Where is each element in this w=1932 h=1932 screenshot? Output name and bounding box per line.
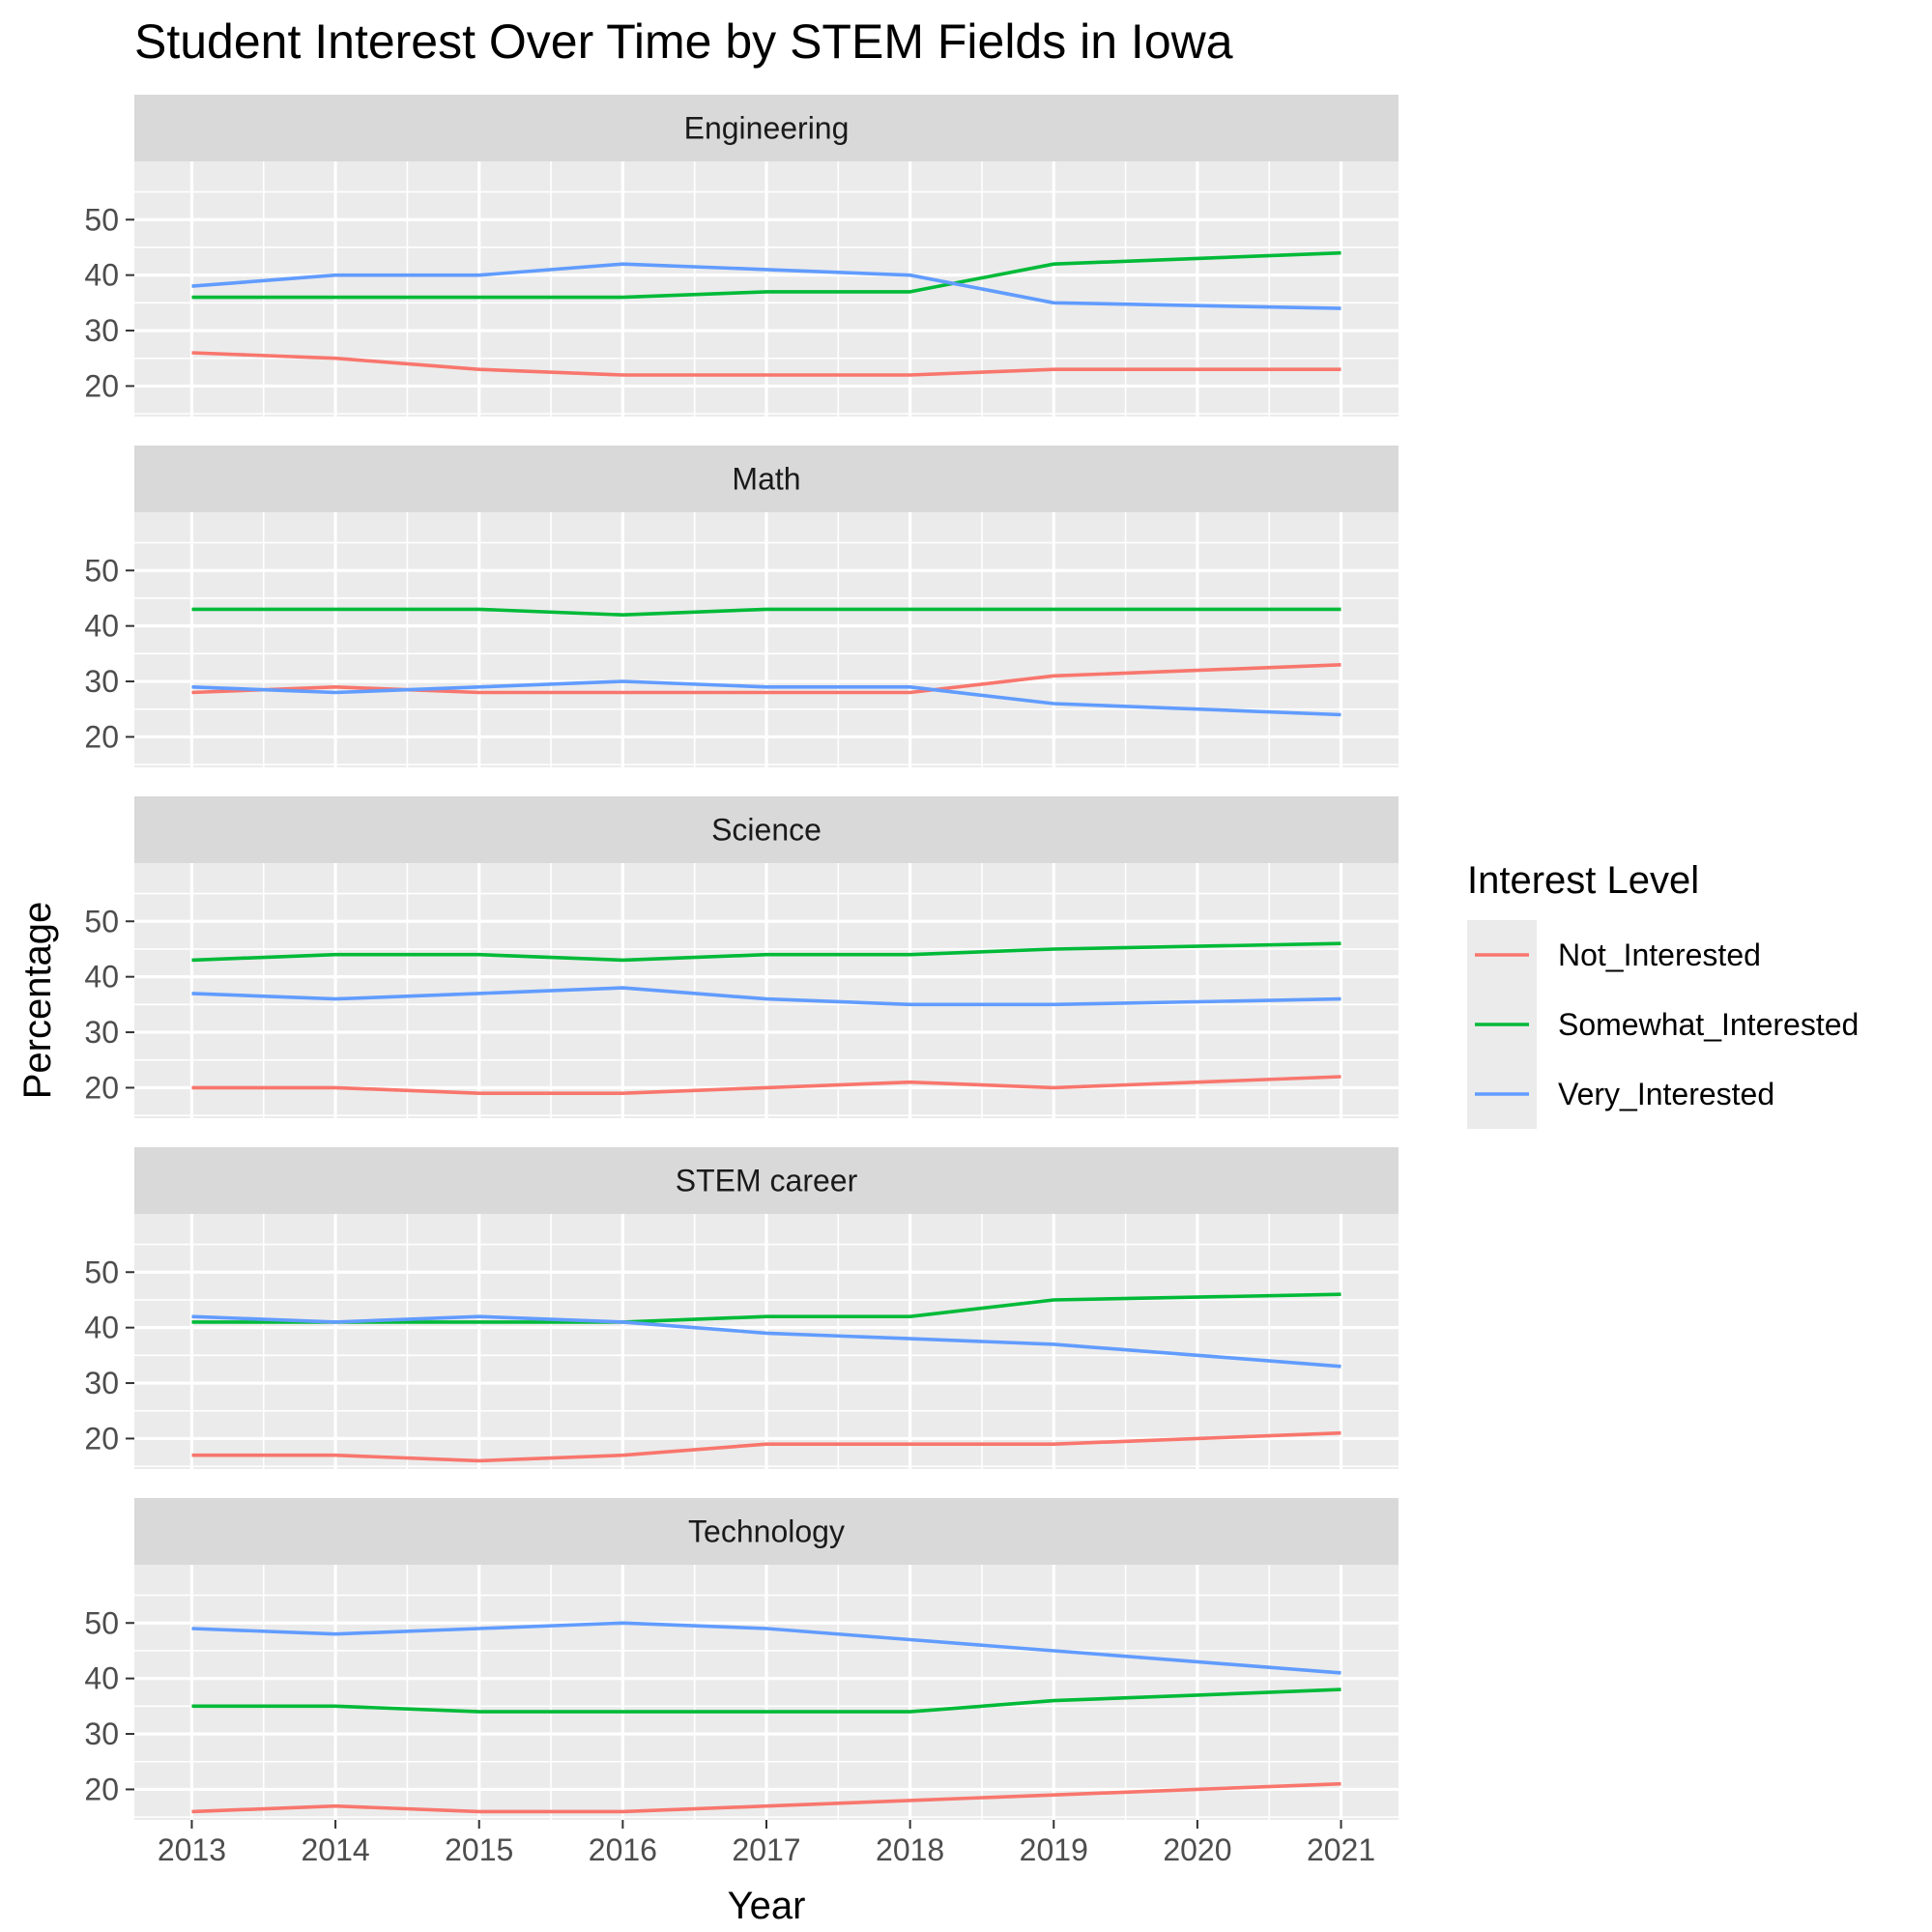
y-tick-label: 50: [84, 553, 119, 588]
y-tick-label: 40: [84, 1661, 119, 1696]
facet-strip-math: [134, 446, 1399, 512]
y-tick-label: 50: [84, 1605, 119, 1640]
y-tick-label: 20: [84, 1772, 119, 1806]
series-line-technology-very-interested: [191, 1621, 1341, 1675]
series-line-science-not-interested: [191, 1075, 1341, 1095]
x-tick-label: 2013: [158, 1832, 226, 1867]
facet-strip-label-engineering: Engineering: [684, 111, 850, 146]
y-tick-label: 50: [84, 202, 119, 237]
chart-title: Student Interest Over Time by STEM Field…: [134, 14, 1233, 69]
legend-title: Interest Level: [1467, 859, 1699, 902]
x-tick-label: 2018: [876, 1832, 944, 1867]
x-tick-label: 2020: [1163, 1832, 1231, 1867]
series-line-stem-career-not-interested: [191, 1430, 1341, 1463]
x-tick-label: 2016: [589, 1832, 657, 1867]
facet-strip-science: [134, 796, 1399, 863]
y-tick-label: 30: [84, 1015, 119, 1050]
y-tick-label: 30: [84, 1716, 119, 1751]
legend-items: Not_Interested Somewhat_Interested Very_In…: [1467, 920, 1859, 1129]
facet-strip-label-stem-career: STEM career: [676, 1164, 858, 1198]
y-tick-label: 40: [84, 1311, 119, 1345]
facet-math: Math 20 30 40 50: [84, 446, 1399, 767]
series-line-engineering-very-interested: [191, 262, 1341, 310]
y-tick-label: 20: [84, 1421, 119, 1456]
series-line-technology-somewhat-interested: [191, 1687, 1341, 1714]
facet-strip-stem-career: [134, 1147, 1399, 1214]
y-tick-label: 20: [84, 368, 119, 403]
series-line-stem-career-somewhat-interested: [191, 1292, 1341, 1324]
x-axis-title: Year: [728, 1885, 806, 1927]
legend-label-somewhat-interested: Somewhat_Interested: [1558, 1007, 1859, 1042]
y-tick-label: 50: [84, 904, 119, 938]
facet-science: Science 20 30 40 50: [84, 796, 1399, 1118]
series-line-engineering-not-interested: [191, 351, 1341, 377]
y-tick-label: 30: [84, 1366, 119, 1400]
series-line-technology-not-interested: [191, 1781, 1341, 1814]
facet-strip-label-technology: Technology: [688, 1514, 845, 1549]
x-tick-label: 2014: [301, 1832, 369, 1867]
facet-technology: Technology 20 30 40 50: [84, 1498, 1399, 1820]
y-tick-label: 40: [84, 258, 119, 293]
x-tick-label: 2015: [445, 1832, 513, 1867]
series-line-math-somewhat-interested: [191, 607, 1341, 618]
y-tick-label: 20: [84, 1070, 119, 1105]
series-line-stem-career-very-interested: [191, 1314, 1341, 1369]
legend-label-not-interested: Not_Interested: [1558, 937, 1761, 972]
x-tick-label: 2019: [1020, 1832, 1088, 1867]
series-line-math-very-interested: [191, 679, 1341, 717]
legend-label-very-interested: Very_Interested: [1558, 1077, 1774, 1111]
y-tick-label: 40: [84, 960, 119, 995]
y-axis-title: Percentage: [16, 902, 59, 1100]
facet-strip-label-math: Math: [732, 462, 800, 497]
facet-engineering: Engineering 20 30 40 50: [84, 95, 1399, 417]
x-axis: 2013 2014 2015 2016 2017 2018 2019 2020 2021: [158, 1820, 1375, 1867]
y-tick-label: 30: [84, 313, 119, 348]
series-line-engineering-somewhat-interested: [191, 250, 1341, 300]
y-tick-label: 50: [84, 1254, 119, 1289]
facet-strip-engineering: [134, 95, 1399, 161]
series-line-science-somewhat-interested: [191, 941, 1341, 963]
facets-layer: Engineering 20 30 40 50 Math 20 30 40 50 Science 20…: [84, 95, 1399, 1820]
legend: Interest Level Not_Interested Somewhat_In…: [1467, 859, 1859, 1129]
y-tick-label: 20: [84, 719, 119, 754]
y-tick-label: 30: [84, 664, 119, 699]
x-tick-label: 2021: [1307, 1832, 1375, 1867]
x-tick-label: 2017: [732, 1832, 800, 1867]
facet-strip-label-science: Science: [711, 813, 822, 848]
facet-stem-career: STEM career 20 30 40 50: [84, 1147, 1399, 1469]
series-line-math-not-interested: [191, 663, 1341, 695]
facet-strip-technology: [134, 1498, 1399, 1565]
series-line-science-very-interested: [191, 986, 1341, 1007]
y-tick-label: 40: [84, 609, 119, 644]
